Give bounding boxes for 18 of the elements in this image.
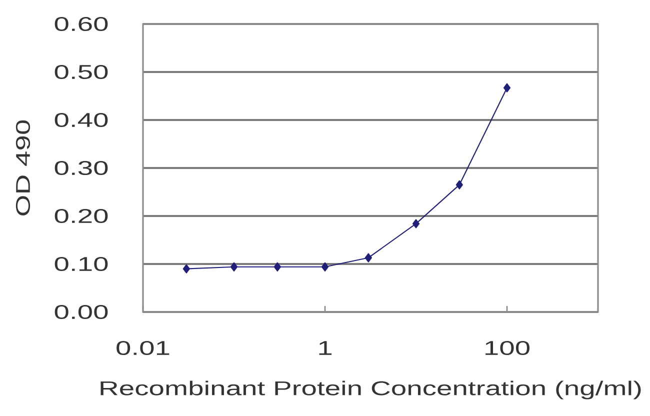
x-axis-title: Recombinant Protein Concentration (ng/ml) (100, 380, 641, 400)
point (274, 262, 281, 272)
x-tick-label: 100 (486, 340, 530, 356)
x-tick-label: 0.01 (116, 340, 170, 356)
y-axis-title: OD 490 (16, 120, 30, 216)
y-tick-label: 0.30 (54, 160, 108, 176)
y-tick-label: 0.40 (54, 112, 108, 128)
y-tick-label: 0.10 (54, 256, 108, 272)
point (182, 264, 190, 274)
y-tick-label: 0.20 (54, 208, 108, 224)
x-tick-label: 1 (319, 341, 332, 355)
point (412, 219, 420, 228)
y-tick-label: 0.00 (54, 304, 108, 320)
y-tick-label: 0.60 (54, 16, 108, 32)
point (364, 253, 372, 262)
point (503, 83, 511, 92)
point (321, 262, 329, 272)
y-tick-label: 0.50 (54, 64, 108, 80)
